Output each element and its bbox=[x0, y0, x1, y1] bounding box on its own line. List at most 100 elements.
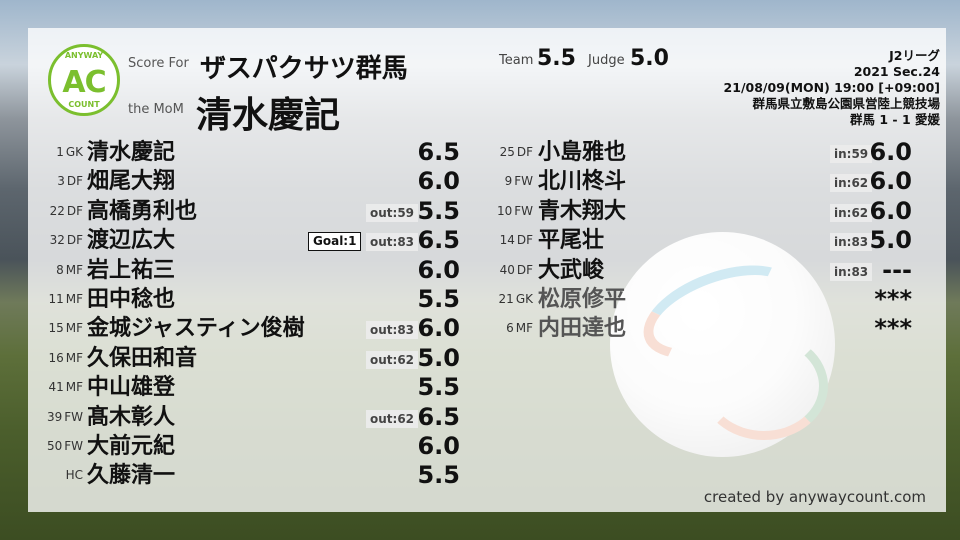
goal-badge: Goal:1 bbox=[308, 232, 362, 252]
number-position: 6 MF bbox=[480, 314, 533, 343]
number-position: 40 DF bbox=[480, 256, 533, 285]
player-position: MF bbox=[65, 321, 83, 336]
result: 群馬 1 - 1 愛媛 bbox=[850, 112, 940, 127]
player-position: FW bbox=[64, 409, 83, 424]
player-number: 25 bbox=[499, 145, 515, 159]
venue: 群馬県立敷島公園県営陸上競技場 bbox=[752, 96, 940, 111]
player-name: 松原修平 bbox=[538, 287, 627, 312]
player-position: DF bbox=[66, 174, 83, 189]
player-row: 1 GK 清水慶記 6.5 bbox=[0, 138, 470, 167]
player-name: 髙木彰人 bbox=[87, 404, 176, 430]
number-position: 11 MF bbox=[0, 285, 83, 314]
player-score: 6.0 bbox=[869, 196, 912, 225]
number-position: 3 DF bbox=[0, 167, 83, 196]
sub-in-badge: in:62 bbox=[830, 203, 873, 222]
team-score: 5.5 bbox=[537, 46, 576, 71]
player-position: GK bbox=[65, 145, 83, 159]
player-score: 6.0 bbox=[417, 255, 460, 284]
player-row: 14 DF 平尾壮 in:83 5.0 bbox=[0, 226, 920, 255]
player-position: FW bbox=[514, 174, 533, 189]
player-score: 5.5 bbox=[417, 285, 460, 313]
sub-out-badge: out:62 bbox=[366, 409, 419, 428]
player-number: 50 bbox=[46, 439, 63, 453]
player-score: 6.0 bbox=[869, 167, 912, 196]
sub-out-badge: out:59 bbox=[366, 203, 419, 222]
number-position: 16 MF bbox=[0, 344, 83, 373]
player-position: HC bbox=[65, 468, 83, 483]
player-name: 大前元紀 bbox=[87, 434, 176, 459]
player-position: DF bbox=[516, 233, 533, 248]
judge-score-label: Judge bbox=[588, 53, 625, 68]
player-number: 39 bbox=[46, 409, 63, 424]
player-number: 8 bbox=[56, 262, 64, 277]
player-row: 25 DF 小島雅也 in:59 6.0 bbox=[0, 138, 920, 167]
judge-score: 5.0 bbox=[630, 46, 669, 71]
player-row: 3 DF 畑尾大翔 6.0 bbox=[0, 167, 470, 196]
player-number: 41 bbox=[48, 380, 64, 395]
mom-name: 清水慶記 bbox=[196, 95, 341, 136]
player-row: 22 DF 高橋勇利也 out:59 5.5 bbox=[0, 197, 470, 226]
player-number: 11 bbox=[48, 292, 64, 306]
sub-in-badge: in:62 bbox=[830, 174, 873, 193]
score-panel bbox=[28, 28, 946, 512]
number-position: 15 MF bbox=[0, 314, 83, 343]
season: 2021 Sec.24 bbox=[853, 64, 940, 79]
player-row: 8 MF 岩上祐三 6.0 bbox=[0, 256, 470, 285]
number-position: 39 FW bbox=[0, 403, 83, 432]
player-name: 岩上祐三 bbox=[87, 257, 176, 283]
player-number: 14 bbox=[499, 233, 515, 248]
credit: created by anywaycount.com bbox=[703, 488, 926, 506]
player-score: 6.0 bbox=[417, 167, 460, 196]
sub-in-badge: in:59 bbox=[830, 145, 873, 163]
player-row: 50 FW 大前元紀 6.0 bbox=[0, 432, 470, 461]
number-position: 41 MF bbox=[0, 373, 83, 402]
number-position: 32 DF bbox=[0, 226, 83, 255]
player-row: 6 MF 内田達也 *** bbox=[0, 314, 920, 343]
player-row: 10 FW 青木翔大 in:62 6.0 bbox=[0, 197, 920, 226]
player-score: 5.0 bbox=[417, 343, 460, 372]
player-score: --- bbox=[882, 255, 912, 284]
player-number: 16 bbox=[48, 350, 64, 365]
player-name: 清水慶記 bbox=[87, 140, 176, 165]
player-number: 9 bbox=[504, 174, 513, 189]
player-score: *** bbox=[874, 314, 912, 343]
team-score-label: Team bbox=[499, 53, 534, 68]
player-score: 5.5 bbox=[417, 461, 460, 490]
player-position: DF bbox=[66, 203, 83, 218]
sub-in-badge: in:83 bbox=[830, 233, 873, 252]
match-info: J2リーグ 2021 Sec.24 21/08/09(MON) 19:00 [+… bbox=[724, 48, 940, 128]
player-name: 畑尾大翔 bbox=[87, 169, 176, 195]
player-row: HC 久藤清一 5.5 bbox=[0, 461, 470, 490]
player-number: 1 bbox=[56, 145, 64, 159]
player-name: 久保田和音 bbox=[87, 345, 198, 371]
logo-mid-text: AC bbox=[62, 65, 106, 100]
player-row: 16 MF 久保田和音 out:62 5.0 bbox=[0, 344, 470, 373]
player-score: 5.0 bbox=[869, 226, 912, 255]
anywaycount-logo: ANYWAY AC COUNT bbox=[48, 44, 120, 116]
player-name: 高橋勇利也 bbox=[87, 198, 198, 224]
number-position: 14 DF bbox=[480, 226, 533, 255]
player-row: 11 MF 田中稔也 5.5 bbox=[0, 285, 470, 314]
player-number: 15 bbox=[48, 321, 64, 336]
player-name: 平尾壮 bbox=[538, 228, 605, 254]
player-position: MF bbox=[65, 292, 83, 306]
player-score: 6.0 bbox=[869, 138, 912, 166]
player-number: 21 bbox=[498, 292, 514, 306]
player-position: MF bbox=[65, 262, 83, 277]
player-number: 40 bbox=[499, 262, 515, 277]
player-score: 6.5 bbox=[417, 402, 460, 431]
player-row: 32 DF 渡辺広大 Goal:1 out:83 6.5 bbox=[0, 226, 470, 255]
player-row: 40 DF 大武峻 in:83 --- bbox=[0, 256, 920, 285]
player-score: 6.0 bbox=[417, 432, 460, 460]
sub-out-badge: out:62 bbox=[366, 350, 419, 369]
player-row: 15 MF 金城ジャスティン俊樹 out:83 6.0 bbox=[0, 314, 470, 343]
player-name: 久藤清一 bbox=[87, 463, 176, 489]
number-position: 21 GK bbox=[480, 285, 533, 314]
score-for-label: Score For bbox=[128, 56, 189, 71]
player-number: 32 bbox=[49, 233, 65, 248]
player-position: DF bbox=[516, 262, 533, 277]
player-row: 39 FW 髙木彰人 out:62 6.5 bbox=[0, 403, 470, 432]
player-position: MF bbox=[515, 321, 533, 336]
league: J2リーグ bbox=[889, 48, 940, 63]
player-name: 渡辺広大 bbox=[87, 228, 176, 254]
